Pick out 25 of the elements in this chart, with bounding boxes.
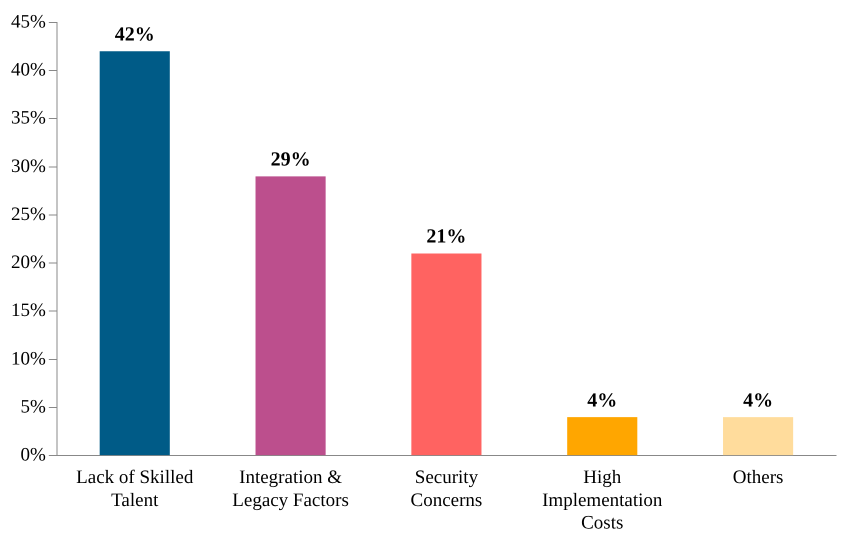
bar	[256, 176, 326, 456]
y-tick-label: 0%	[20, 444, 46, 466]
y-tick-label: 15%	[11, 300, 46, 322]
bar	[567, 417, 638, 456]
y-tick-label: 35%	[11, 108, 46, 129]
x-tick-label: Lack of Skilled Talent	[76, 466, 194, 511]
data-label: 21%	[426, 226, 466, 248]
y-tick-label: 45%	[11, 11, 46, 32]
x-tick-label: Security Concerns	[410, 466, 482, 511]
bar	[723, 417, 794, 456]
x-tick-label: Integration & Legacy Factors	[232, 466, 349, 511]
y-tick-label: 40%	[11, 60, 46, 81]
data-label: 42%	[114, 23, 155, 46]
y-tick-label: 20%	[11, 252, 46, 274]
data-label: 29%	[270, 148, 311, 171]
data-label: 4%	[587, 389, 618, 412]
bar	[411, 253, 482, 456]
y-tick-label: 5%	[20, 396, 46, 418]
y-tick-label: 30%	[11, 156, 46, 177]
y-tick-label: 25%	[11, 204, 46, 225]
y-tick-label: 10%	[11, 348, 46, 370]
x-tick-label: High Implementation Costs	[542, 466, 663, 534]
data-label: 4%	[743, 389, 774, 412]
x-tick-label: Others	[732, 466, 784, 488]
bar	[100, 51, 170, 456]
